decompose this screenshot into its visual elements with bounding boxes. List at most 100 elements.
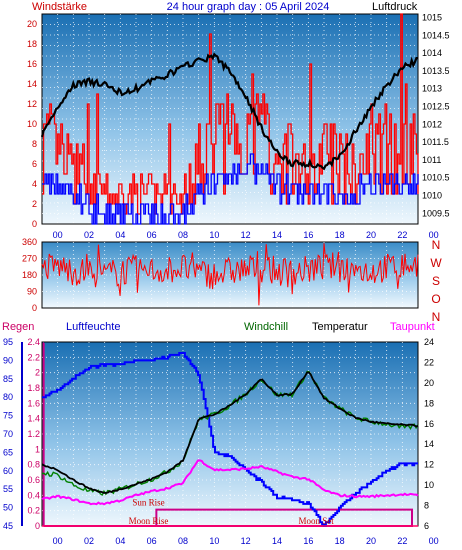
wind-speed-tick: 18 (27, 39, 37, 49)
pressure-tick: 1014 (422, 48, 442, 58)
wind-direction-tick: 90 (27, 287, 37, 297)
compass-label: N (432, 310, 441, 324)
rain-tick: 0.8 (27, 460, 40, 470)
humidity-tick: 45 (3, 521, 13, 531)
wind-speed-ticks: 0 2 4 6 8 10 12 14 16 18 20 (27, 19, 37, 229)
rain-tick: 0 (35, 521, 40, 531)
humidity-tick: 60 (3, 466, 13, 476)
temperature-tick: 6 (424, 521, 429, 531)
temperature-tick: 24 (424, 337, 434, 347)
temperature-tick: 22 (424, 357, 434, 367)
wind-speed-tick: 16 (27, 59, 37, 69)
wind-speed-tick: 6 (32, 159, 37, 169)
rain-tick: 2.2 (27, 352, 40, 362)
x-tick-label: 14 (272, 230, 282, 240)
x-tick-label: 22 (397, 536, 407, 546)
humidity-ticks: 45 50 55 60 65 70 75 80 85 90 95 (3, 337, 23, 531)
wind-direction-degree-ticks: 0 90 180 270 360 (22, 237, 37, 313)
x-tick-label: 10 (209, 536, 219, 546)
pressure-tick: 1011.5 (422, 137, 449, 147)
x-tick-label: 06 (147, 230, 157, 240)
x-tick-label: 18 (335, 536, 345, 546)
x-tick-label: 04 (115, 230, 125, 240)
pressure-axis-title: Luftdruck (372, 1, 418, 13)
x-tick-label: 12 (241, 230, 251, 240)
wind-speed-tick: 10 (27, 119, 37, 129)
pressure-tick: 1015 (422, 13, 442, 23)
humidity-tick: 80 (3, 392, 13, 402)
x-tick-label: 14 (272, 536, 282, 546)
humidity-temp-series (41, 352, 419, 527)
humidity-temp-grid (42, 342, 418, 526)
chart-title: 24 hour graph day : 05 April 2024 (167, 1, 330, 13)
windchill-legend: Windchill (244, 321, 288, 333)
x-tick-label: 20 (366, 536, 376, 546)
wind-speed-tick: 2 (32, 199, 37, 209)
humidity-tick: 55 (3, 484, 13, 494)
humidity-tick: 85 (3, 374, 13, 384)
humidity-tick: 90 (3, 355, 13, 365)
wind-speed-tick: 0 (32, 219, 37, 229)
humidity-tick: 75 (3, 411, 13, 421)
compass-label: O (431, 292, 440, 306)
wind-direction-series (41, 243, 419, 306)
wind-average-line (42, 153, 419, 225)
rain-tick: 0.4 (27, 490, 40, 500)
dewpoint-line (41, 459, 419, 506)
humidity-temp-time-ticks: 00 02 04 06 08 10 12 14 16 18 20 22 00 (53, 536, 439, 546)
pressure-ticks: 1009.5 1010 1010.5 1011 1011.5 1012 1012.5 1013… (422, 13, 450, 219)
rain-tick: 2 (35, 368, 40, 378)
x-tick-label: 12 (241, 536, 251, 546)
temperature-tick: 16 (424, 419, 434, 429)
humidity-line (42, 352, 418, 527)
wind-direction-line (41, 243, 419, 306)
temperature-tick: 20 (424, 378, 434, 388)
x-tick-label: 16 (303, 230, 313, 240)
x-tick-label: 00 (429, 230, 439, 240)
astronomy-annotations: Sun Rise Moon Rise Moon Set (129, 497, 335, 525)
rain-ticks: 0 0.2 0.4 0.6 0.8 1 1.2 1.4 1.6 1.8 2 2.2 2.4 (27, 337, 40, 531)
wind-direction-tick: 0 (32, 303, 37, 313)
pressure-line (40, 52, 418, 171)
temperature-tick: 12 (424, 460, 434, 470)
wind-speed-tick: 8 (32, 139, 37, 149)
compass-label: W (430, 256, 442, 270)
pressure-tick: 1012.5 (422, 102, 450, 112)
humidity-axis-title: Luftfeuchte (66, 321, 120, 333)
x-tick-label: 20 (366, 230, 376, 240)
x-tick-label: 00 (53, 536, 63, 546)
rain-tick: 1.4 (27, 414, 40, 424)
temperature-ticks: 6 8 10 12 14 16 18 20 22 24 (424, 337, 434, 531)
rain-tick: 1.2 (27, 429, 40, 439)
rain-tick: 0.6 (27, 475, 40, 485)
humidity-tick: 70 (3, 429, 13, 439)
wind-direction-tick: 180 (22, 270, 37, 280)
compass-label: S (432, 274, 440, 288)
x-tick-label: 16 (303, 536, 313, 546)
temperature-line (41, 371, 419, 494)
humidity-tick: 50 (3, 503, 13, 513)
x-tick-label: 00 (429, 536, 439, 546)
humidity-tick: 65 (3, 447, 13, 457)
x-tick-label: 06 (147, 536, 157, 546)
wind-axis-title: Windstärke (32, 1, 87, 13)
pressure-tick: 1014.5 (422, 30, 450, 40)
wind-speed-tick: 20 (27, 19, 37, 29)
temperature-tick: 10 (424, 480, 434, 490)
x-tick-label: 08 (178, 536, 188, 546)
x-tick-label: 04 (115, 536, 125, 546)
rain-tick: 2.4 (27, 337, 40, 347)
wind-direction-tick: 270 (22, 254, 37, 264)
wind-speed-tick: 4 (32, 179, 37, 189)
x-tick-label: 10 (209, 230, 219, 240)
dewpoint-legend: Taupunkt (390, 321, 435, 333)
pressure-tick: 1011 (422, 155, 441, 165)
pressure-tick: 1013.5 (422, 66, 450, 76)
rain-tick: 0.2 (27, 506, 40, 516)
temperature-tick: 8 (424, 501, 429, 511)
compass-label: N (432, 238, 441, 252)
wind-speed-tick: 14 (27, 79, 37, 89)
wind-pressure-time-ticks: 00 02 04 06 08 10 12 14 16 18 20 22 00 (53, 230, 439, 240)
x-tick-label: 02 (84, 230, 94, 240)
